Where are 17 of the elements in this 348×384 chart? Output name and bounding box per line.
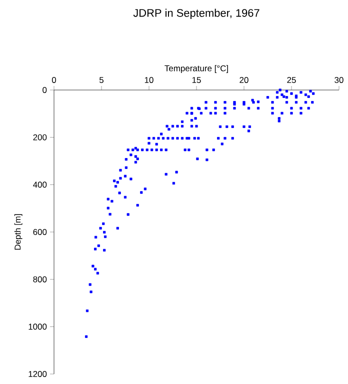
y-tick-label: 0 [42,87,47,93]
x-tick-label: 15 [192,77,201,83]
y-tick-label: 1200 [28,371,47,377]
x-axis-title: Temperature [°C] [164,65,228,73]
x-tick-label: 25 [287,76,296,83]
x-tick-label: 20 [240,76,248,83]
x-tick-label: 0 [52,76,56,83]
y-tick-label: 400 [33,182,47,188]
x-tick-label: 5 [99,77,104,83]
chart-title: JDRP in September, 1967 [133,8,260,19]
x-tick-label: 10 [144,76,154,83]
y-tick-label: 200 [33,134,47,140]
y-tick-label: 600 [33,229,47,235]
y-axis-title: Depth [m] [14,214,22,250]
x-tick-label: 30 [334,76,344,83]
y-tick-label: 800 [33,276,47,282]
y-tick-label: 1000 [28,324,47,330]
